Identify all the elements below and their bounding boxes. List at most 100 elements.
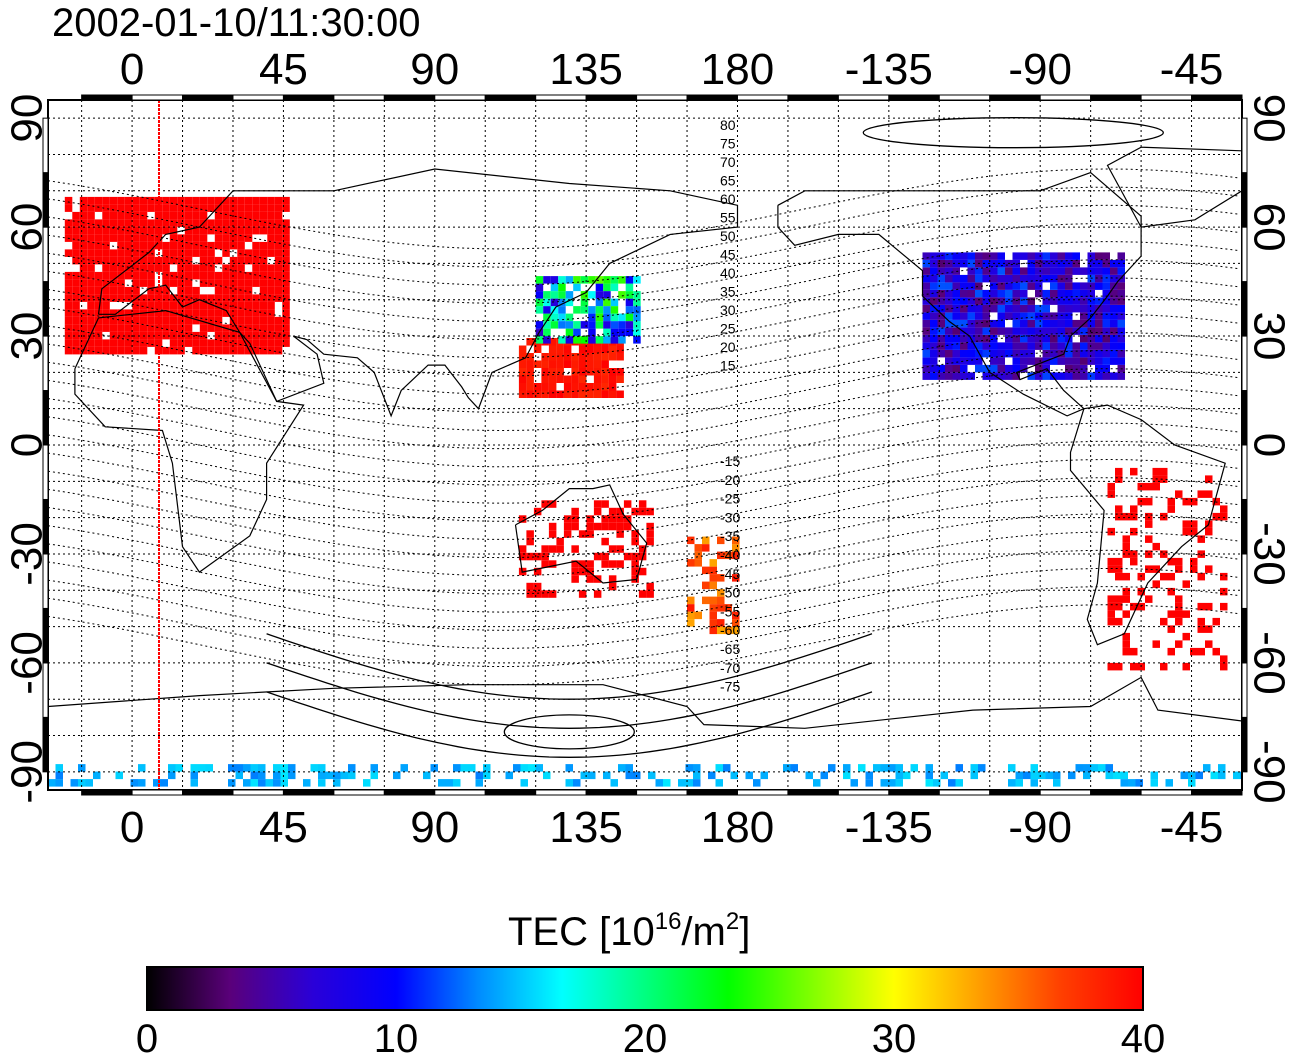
- tec-pixel: [1117, 297, 1125, 305]
- tec-pixel: [922, 342, 930, 350]
- tec-pixel: [1122, 647, 1130, 656]
- tec-pixel: [1130, 512, 1138, 521]
- tec-pixel: [518, 545, 527, 553]
- tec-pixel: [625, 306, 634, 314]
- tec-pixel: [132, 196, 140, 205]
- frame-tick-top: [182, 94, 234, 101]
- tec-pixel: [214, 286, 223, 295]
- tec-pixel: [1072, 342, 1080, 350]
- tec-pixel: [1197, 602, 1205, 611]
- tec-pixel: [237, 271, 245, 280]
- tec-pixel: [79, 226, 88, 235]
- tec-pixel: [1020, 364, 1028, 373]
- contour-label: -50: [720, 585, 740, 601]
- tec-pixel: [147, 331, 155, 340]
- tec-pixel: [922, 297, 930, 305]
- left-lat-label: 90: [3, 94, 52, 143]
- tec-pixel: [132, 264, 140, 272]
- tec-pixel: [169, 241, 178, 250]
- tec-pixel: [1065, 349, 1073, 358]
- tec-pixel: [631, 530, 639, 538]
- map-area: 8075706560555045403530252015-15-20-25-30…: [48, 100, 1242, 790]
- tec-pixel: [199, 339, 208, 347]
- map-frame: [42, 94, 1248, 796]
- tec-pixel: [259, 264, 268, 272]
- tec-pixel: [571, 515, 579, 523]
- tec-pixel: [117, 219, 125, 227]
- tec-pixel: [1012, 349, 1020, 358]
- tec-pixel: [190, 779, 198, 787]
- tec-pixel: [930, 282, 938, 290]
- tec-pixel: [282, 264, 290, 272]
- tec-pixel: [541, 545, 549, 553]
- tec-pixel: [139, 316, 148, 325]
- tec-pixel: [1072, 372, 1080, 380]
- tec-pixel: [87, 309, 95, 317]
- tec-pixel: [1035, 334, 1043, 343]
- tec-pixel: [603, 336, 611, 344]
- tec-pixel: [982, 312, 990, 320]
- tec-pixel: [610, 283, 619, 292]
- tec-pixel: [1005, 267, 1013, 275]
- tec-pixel: [154, 219, 163, 227]
- tec-pixel: [1115, 662, 1123, 671]
- tec-pixel: [937, 312, 945, 320]
- tec-pixel: [550, 298, 559, 307]
- tec-pixel: [533, 345, 542, 353]
- tec-pixel: [139, 279, 148, 287]
- tec-pixel: [1130, 647, 1138, 656]
- tec-pixel: [982, 349, 990, 358]
- tec-pixel: [87, 256, 95, 265]
- tec-pixel: [1205, 475, 1213, 483]
- tec-pixel: [468, 764, 476, 772]
- tec-pixel: [192, 219, 200, 227]
- tec-pixel: [975, 274, 983, 283]
- tec-pixel: [282, 249, 290, 257]
- tec-pixel: [237, 226, 245, 235]
- tec-pixel: [601, 390, 609, 398]
- tec-pixel: [147, 294, 155, 302]
- tec-pixel: [229, 264, 238, 272]
- tec-pixel: [535, 306, 544, 314]
- tec-pixel: [229, 279, 238, 287]
- tec-pixel: [282, 309, 290, 317]
- tec-pixel: [895, 779, 903, 787]
- tec-pixel: [997, 297, 1005, 305]
- tec-pixel: [192, 234, 200, 242]
- tec-pixel: [543, 291, 551, 299]
- tec-pixel: [274, 219, 283, 227]
- tec-pixel: [1012, 342, 1020, 350]
- tec-pixel: [595, 291, 604, 299]
- tec-pixel: [888, 779, 896, 787]
- tec-pixel: [1012, 319, 1020, 328]
- bottom-lon-label: 0: [120, 803, 144, 852]
- tec-pixel: [1035, 319, 1043, 328]
- tec-pixel: [102, 219, 110, 227]
- tec-pixel: [1087, 252, 1095, 260]
- tec-pixel: [578, 590, 587, 598]
- tec-pixel: [1117, 342, 1125, 350]
- tec-pixel: [214, 204, 223, 212]
- tec-pixel: [1145, 512, 1153, 521]
- tec-pixel: [184, 241, 193, 250]
- tec-pixel: [960, 304, 968, 313]
- tec-pixel: [967, 297, 975, 305]
- tec-pixel: [1190, 520, 1198, 528]
- tec-pixel: [1190, 557, 1198, 566]
- tec-pixel: [937, 349, 945, 358]
- tec-pixel: [222, 294, 230, 302]
- tec-pixel: [930, 267, 938, 275]
- tec-pixel: [78, 779, 86, 787]
- tec-pixel: [580, 298, 589, 307]
- mlat-contour: [48, 331, 1239, 413]
- tec-pixel: [1072, 357, 1080, 365]
- tec-pixel: [631, 567, 639, 576]
- tec-pixel: [87, 294, 95, 302]
- tec-pixel: [252, 219, 260, 227]
- tec-pixel: [228, 764, 236, 772]
- tec-pixel: [593, 552, 602, 561]
- tec-pixel: [87, 316, 95, 325]
- tec-pixel: [207, 339, 215, 347]
- tec-pixel: [79, 339, 88, 347]
- tec-pixel: [593, 590, 602, 598]
